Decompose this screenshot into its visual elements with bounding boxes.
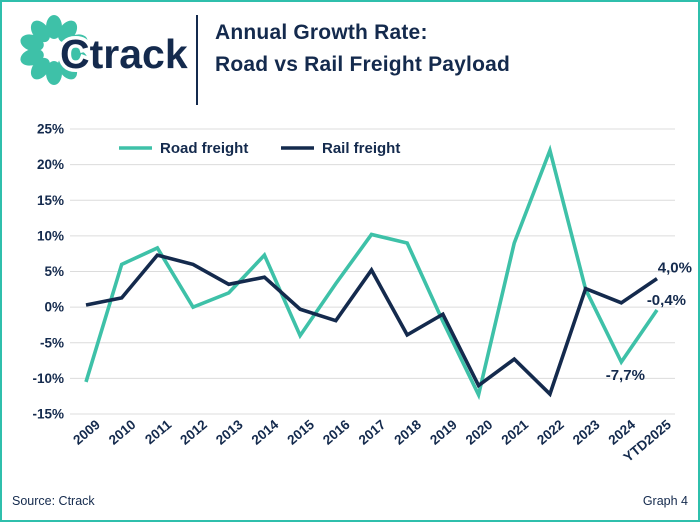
page-title-line1: Annual Growth Rate:	[215, 21, 428, 44]
y-tick-label: -15%	[32, 407, 64, 422]
ctrack-logo-mark	[20, 15, 88, 85]
page-title: Annual Growth Rate: Road vs Rail Freight…	[215, 17, 510, 81]
ctrack-logo-text: Ctrack	[60, 31, 188, 77]
page-title-line2: Road vs Rail Freight Payload	[215, 53, 511, 76]
chart-area: 25% 20% 15% 10% 5% 0% -5% -10% -15% 2009 2010 2011 2…	[2, 102, 698, 474]
header: Ctrack Annual Growth Rate: Road vs Rail …	[2, 2, 698, 106]
legend-label: Rail freight	[322, 140, 400, 157]
series-line-rail-freight	[85, 253, 659, 398]
source-label: Source: Ctrack	[12, 494, 95, 508]
y-tick-label: 10%	[37, 228, 64, 243]
y-tick-label: -10%	[32, 371, 64, 386]
x-tick-label: 2011	[142, 416, 174, 447]
x-tick-label: 2022	[534, 417, 567, 448]
y-tick-label: 20%	[37, 157, 64, 172]
x-tick-label: 2010	[106, 417, 139, 448]
y-tick-label: 0%	[44, 300, 64, 315]
footer: Source: Ctrack Graph 4	[12, 494, 688, 508]
growth-chart: 25%20%15%10%5%0%-5%-10%-15%2009 2010 2011 2…	[32, 122, 692, 465]
x-tick-label: 2015	[284, 417, 317, 448]
x-tick-label: 2014	[249, 417, 282, 448]
x-tick-label: 2016	[320, 417, 353, 448]
x-tick-label: 2023	[570, 417, 603, 448]
graph-number-label: Graph 4	[642, 494, 688, 508]
x-tick-label: 2013	[213, 417, 246, 448]
header-divider	[196, 15, 198, 105]
annotation-label: -7,7%	[606, 367, 645, 384]
x-tick-label: 2020	[463, 417, 496, 448]
x-tick-label: 2012	[177, 417, 210, 448]
y-tick-label: 5%	[44, 264, 64, 279]
annotation-label: -0,4%	[647, 292, 686, 309]
ctrack-logo: Ctrack	[20, 15, 191, 85]
x-tick-label: 2019	[427, 417, 460, 448]
annotation-label: 4,0%	[658, 260, 692, 277]
legend-label: Road freight	[160, 140, 248, 157]
y-tick-label: -5%	[40, 335, 64, 350]
x-tick-label: 2009	[70, 417, 103, 448]
y-tick-label: 15%	[37, 193, 64, 208]
x-tick-label: 2021	[499, 417, 532, 448]
series-line-road-freight	[84, 144, 659, 401]
x-tick-label: 2017	[356, 417, 389, 448]
x-tick-label: 2018	[391, 417, 424, 448]
y-tick-label: 25%	[37, 122, 64, 137]
